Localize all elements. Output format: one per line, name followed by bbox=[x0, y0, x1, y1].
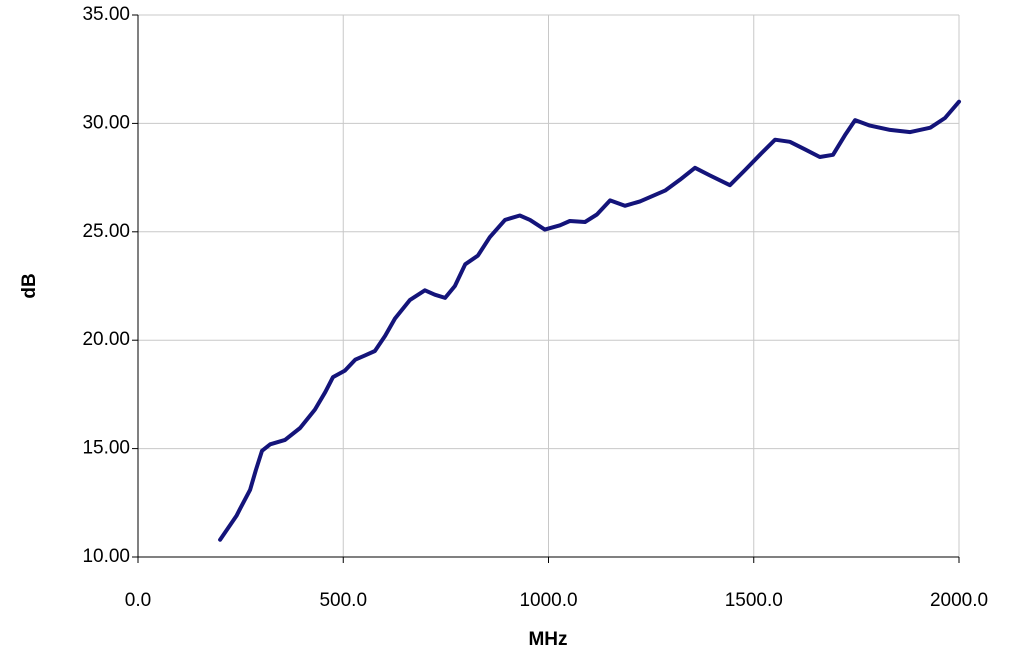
y-tick-label: 20.00 bbox=[82, 329, 130, 350]
y-tick-label: 35.00 bbox=[82, 4, 130, 25]
y-axis-title: dB bbox=[19, 273, 40, 298]
y-tick-label: 30.00 bbox=[82, 112, 130, 133]
y-tick-label: 10.00 bbox=[82, 546, 130, 567]
y-tick-label: 15.00 bbox=[82, 438, 130, 459]
x-axis-title: MHz bbox=[528, 629, 567, 650]
y-tick-label: 25.00 bbox=[82, 221, 130, 242]
x-tick-label: 2000.0 bbox=[930, 590, 988, 611]
line-series bbox=[218, 99, 961, 542]
x-tick-label: 0.0 bbox=[125, 590, 151, 611]
x-tick-label: 1500.0 bbox=[725, 590, 783, 611]
x-tick-label: 500.0 bbox=[319, 590, 367, 611]
x-tick-label: 1000.0 bbox=[519, 590, 577, 611]
